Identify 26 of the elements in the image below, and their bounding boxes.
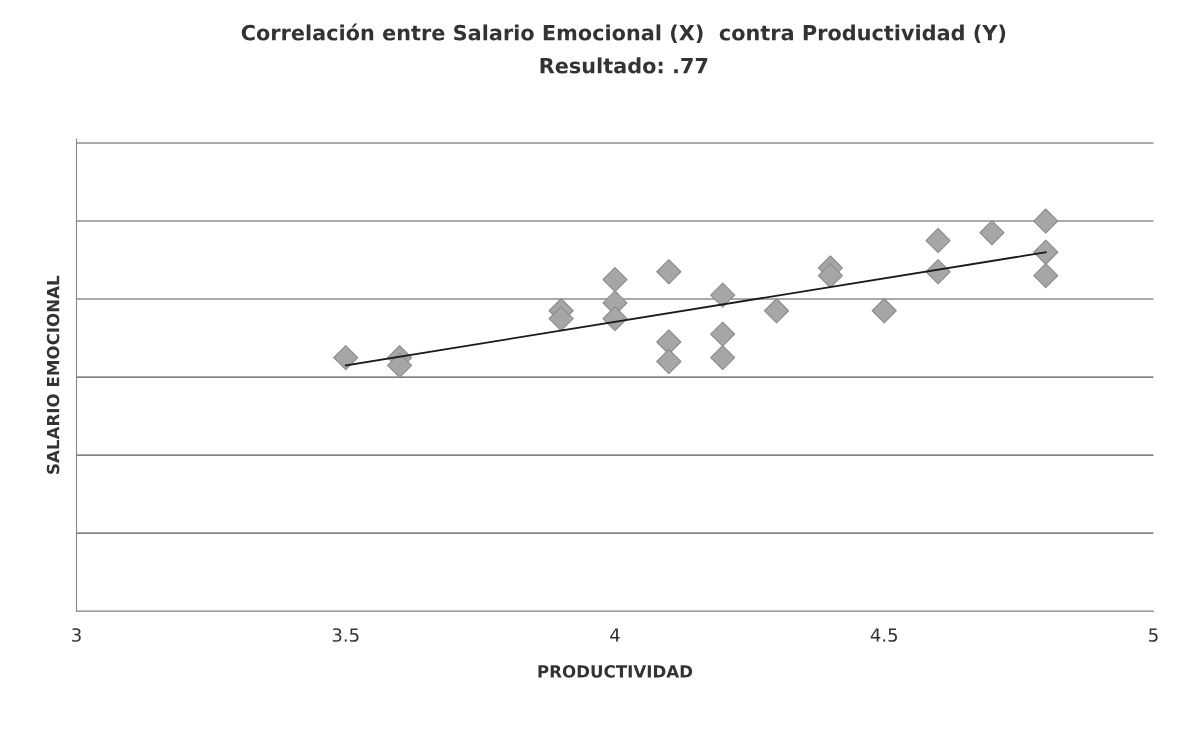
x-tick-label: 3.5 <box>332 628 359 642</box>
point <box>710 345 736 371</box>
point <box>602 266 628 293</box>
point <box>817 263 843 289</box>
chart-title: Correlación entre Salario Emocional (X) contra Productividad (Y) <box>241 23 1006 44</box>
point <box>1033 263 1059 289</box>
point <box>979 220 1005 246</box>
point <box>710 321 736 347</box>
point <box>710 282 736 308</box>
x-tick-label: 5 <box>1149 628 1158 642</box>
x-tick-label: 4.5 <box>870 628 897 642</box>
point <box>656 259 682 285</box>
point <box>333 345 359 371</box>
point <box>548 305 574 332</box>
y-axis-title: SALARIO EMOCIONAL <box>46 275 60 474</box>
point <box>656 348 682 375</box>
x-axis-title: PRODUCTIVIDAD <box>538 665 693 678</box>
point <box>925 227 951 254</box>
x-tick-label: 3 <box>72 628 81 642</box>
point <box>871 298 897 324</box>
point <box>763 298 790 324</box>
x-tick-label: 4 <box>610 628 620 642</box>
chart-subtitle: Resultado: .77 <box>540 57 708 74</box>
point <box>1033 208 1059 234</box>
point <box>1033 239 1059 265</box>
point <box>387 352 413 378</box>
